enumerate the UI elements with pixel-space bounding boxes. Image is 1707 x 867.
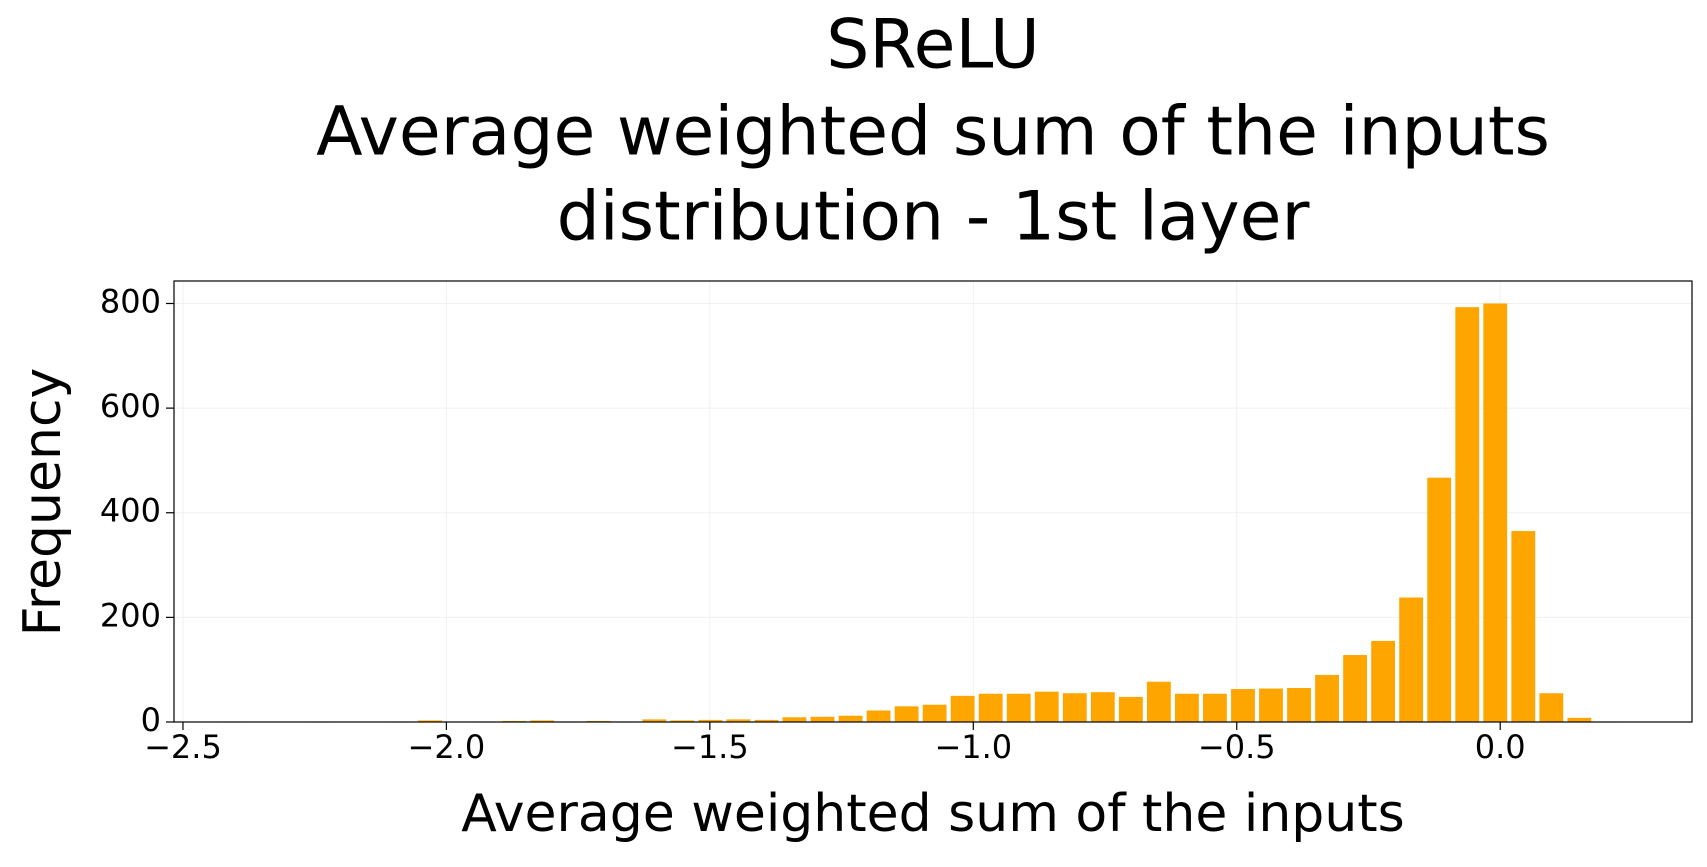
bar: [1455, 307, 1480, 722]
chart-title: distribution - 1st layer: [557, 178, 1310, 257]
y-tick-label: 200: [100, 596, 161, 634]
bar: [1062, 693, 1087, 722]
bar: [1371, 640, 1396, 722]
bar: [530, 720, 555, 722]
bar: [782, 717, 807, 722]
axes: 0 200 400 600 800 −2.5 −2.0 −1.5 −1.0 −0.5 0.0: [100, 280, 1693, 766]
bars: [221, 303, 1620, 722]
bar: [1399, 597, 1424, 722]
x-tick-label: −2.0: [408, 728, 486, 766]
bar: [978, 693, 1003, 722]
y-tick-label: 600: [100, 387, 161, 425]
bar: [1146, 681, 1171, 722]
bar: [866, 710, 891, 722]
bar: [838, 715, 863, 722]
x-tick-label: −1.5: [671, 728, 749, 766]
bar: [950, 695, 975, 722]
bar: [754, 719, 779, 722]
bar: [670, 720, 695, 722]
x-tick-label: −1.0: [934, 728, 1012, 766]
bar: [1343, 655, 1368, 722]
bar: [810, 716, 835, 722]
y-tick-label: 400: [100, 492, 161, 530]
bar: [1539, 693, 1564, 722]
bar: [1315, 674, 1339, 722]
bar: [1567, 717, 1592, 722]
chart-title: Average weighted sum of the inputs: [316, 93, 1550, 172]
bar: [642, 719, 667, 722]
bar: [1511, 531, 1536, 722]
bar: [1118, 696, 1143, 722]
x-axis-label: Average weighted sum of the inputs: [461, 784, 1405, 844]
bar: [1090, 692, 1115, 722]
bar: [418, 720, 442, 722]
bar: [1483, 303, 1508, 722]
bar: [1427, 477, 1452, 722]
bar: [1231, 689, 1255, 722]
y-tick-label: 800: [100, 282, 161, 320]
x-tick-label: −2.5: [144, 728, 222, 766]
plot-frame: [173, 280, 1693, 723]
y-axis-label: Frequency: [13, 368, 73, 637]
chart-title: SReLU: [826, 6, 1039, 85]
bar: [698, 719, 723, 722]
bar: [726, 719, 751, 722]
x-tick-label: 0.0: [1475, 728, 1526, 766]
bar: [1175, 693, 1199, 722]
bar: [894, 706, 919, 722]
bar: [1203, 693, 1227, 722]
bar: [1006, 693, 1031, 722]
bar: [922, 704, 947, 722]
bar: [1034, 691, 1059, 722]
bar: [1259, 688, 1283, 722]
y-tick-label: 0: [141, 701, 161, 739]
bar: [1287, 687, 1311, 722]
x-tick-label: −0.5: [1198, 728, 1276, 766]
